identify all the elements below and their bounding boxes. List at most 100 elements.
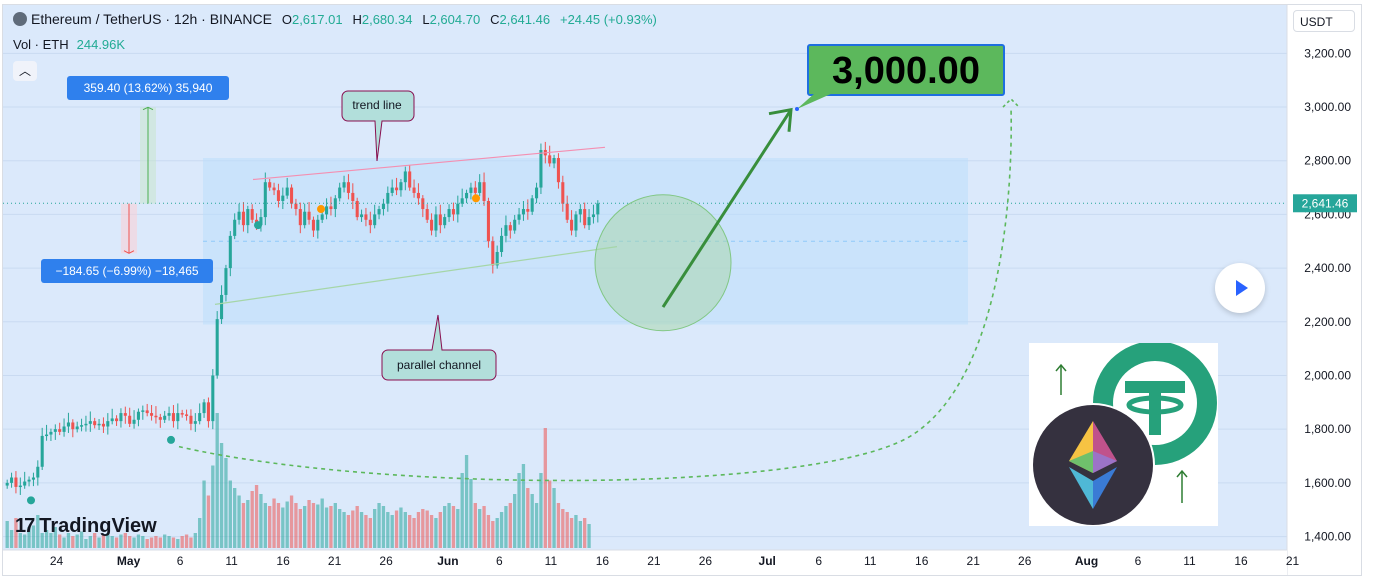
close-label: C — [490, 12, 500, 27]
candle-body — [526, 209, 530, 212]
volume-bar — [132, 537, 136, 548]
target-label[interactable]: 3,000.00 — [795, 44, 1005, 111]
volume-bar — [394, 510, 399, 548]
candle-body — [106, 421, 110, 427]
candle-body — [272, 187, 276, 191]
candle-body — [552, 158, 556, 164]
scroll-to-realtime-button[interactable] — [1215, 263, 1265, 313]
volume-bar — [565, 512, 569, 548]
close-value: 2,641.46 — [499, 12, 551, 27]
volume-bar — [548, 480, 552, 548]
price-chart[interactable]: 359.40 (13.62%) 35,940 −184.65 (−6.99%) −… — [3, 5, 1361, 575]
candle-body — [570, 219, 574, 231]
volume-bar — [211, 465, 215, 548]
logo-text: TradingView — [39, 515, 157, 537]
volume-bar — [403, 512, 407, 548]
channel-zone[interactable] — [203, 158, 968, 325]
candle-body — [145, 410, 149, 414]
volume-bar — [416, 512, 421, 548]
candle-body — [176, 413, 180, 422]
candle-body — [45, 434, 49, 437]
target-pointer — [797, 93, 833, 109]
currency-button[interactable]: USDT — [1293, 10, 1355, 32]
x-tick-label: 11 — [225, 554, 238, 568]
candle-body — [220, 294, 224, 320]
chevron-up-icon: ︿ — [18, 64, 31, 78]
parallel-channel-line[interactable] — [214, 246, 618, 305]
volume-bar — [71, 536, 75, 548]
candle-body — [521, 209, 525, 215]
time-axis[interactable]: 24 May 6 11 16 21 26 Jun 6 11 16 21 26 Jul 6 11 16 21 26 Au… — [3, 549, 1299, 575]
volume-bar — [425, 510, 429, 548]
volume-bar — [578, 521, 582, 548]
candle-body — [443, 217, 447, 226]
volume-bar — [123, 533, 127, 548]
candle-body — [88, 421, 92, 424]
volume-bar — [451, 506, 456, 548]
volume-bar — [66, 533, 71, 548]
volume-bar — [473, 503, 477, 548]
measure-down-box — [41, 259, 213, 283]
event-marker — [167, 435, 175, 444]
candle-body — [58, 429, 62, 432]
candle-body — [185, 414, 189, 416]
projection-curve[interactable] — [178, 107, 1013, 482]
symbol-title[interactable]: Ethereum / TetherUS · 12h · BINANCE — [31, 11, 272, 27]
candle-body — [307, 211, 311, 220]
measure-tool[interactable]: 359.40 (13.62%) 35,940 −184.65 (−6.99%) −… — [41, 76, 229, 283]
candle-body — [290, 187, 294, 204]
volume-bar — [329, 506, 333, 548]
trend-line[interactable] — [252, 146, 606, 181]
measure-up-label: 359.40 (13.62%) 35,940 — [84, 81, 213, 95]
price-axis-bg — [1287, 5, 1361, 575]
volume-bar — [53, 527, 57, 548]
volume-bar — [233, 488, 237, 548]
highlight-circle[interactable] — [594, 194, 732, 332]
volume-bar — [342, 512, 346, 548]
candle-body — [311, 219, 315, 231]
volume-bar — [504, 506, 508, 548]
volume-bar — [119, 534, 123, 548]
volume-bar — [272, 498, 276, 548]
volume-bar — [27, 527, 31, 548]
volume-bar — [408, 515, 412, 548]
price-axis[interactable]: 1,400.00 1,600.00 1,800.00 2,000.00 2,200.00… — [1286, 5, 1361, 575]
callouts[interactable]: trend line parallel channel — [341, 90, 497, 381]
x-tick-label: 21 — [967, 554, 981, 568]
volume-bar — [482, 506, 486, 548]
candle-body — [548, 155, 552, 164]
volume-bar — [44, 530, 49, 548]
candle-body — [390, 187, 394, 193]
candle-body — [596, 203, 600, 215]
event-marker — [254, 221, 262, 230]
x-tick-label: 24 — [50, 554, 64, 568]
x-tick-label: 21 — [328, 554, 342, 568]
candle-body — [237, 211, 241, 220]
volume-bar — [58, 534, 62, 548]
high-label: H — [352, 12, 362, 27]
y-tick-label: 1,600.00 — [1304, 476, 1351, 490]
y-tick-label: 1,800.00 — [1304, 422, 1351, 436]
x-tick-label: 11 — [545, 554, 558, 568]
tradingview-logo[interactable]: 17 TradingView — [15, 515, 157, 538]
volume-label: Vol · ETH — [13, 37, 69, 52]
candle-body — [408, 171, 412, 188]
x-tick-label: 16 — [276, 554, 290, 568]
candle-body — [460, 198, 464, 204]
collapse-legend-button[interactable]: ︿ — [13, 61, 37, 81]
candle-body — [276, 190, 280, 201]
candle-body — [421, 198, 425, 210]
chart-frame: 359.40 (13.62%) 35,940 −184.65 (−6.99%) −… — [2, 4, 1362, 576]
target-arrow[interactable] — [661, 97, 1020, 308]
candle-body — [84, 423, 88, 426]
candle-body — [513, 219, 517, 231]
candle-body — [93, 421, 97, 426]
candle-body — [136, 411, 140, 420]
candle-body — [18, 485, 22, 488]
volume-bar — [114, 537, 119, 548]
candle-body — [351, 192, 355, 201]
candle-body — [259, 217, 263, 226]
candle-body — [180, 413, 184, 415]
volume-legend[interactable]: Vol · ETH 244.96K — [13, 37, 125, 52]
volume-bar — [569, 518, 574, 548]
